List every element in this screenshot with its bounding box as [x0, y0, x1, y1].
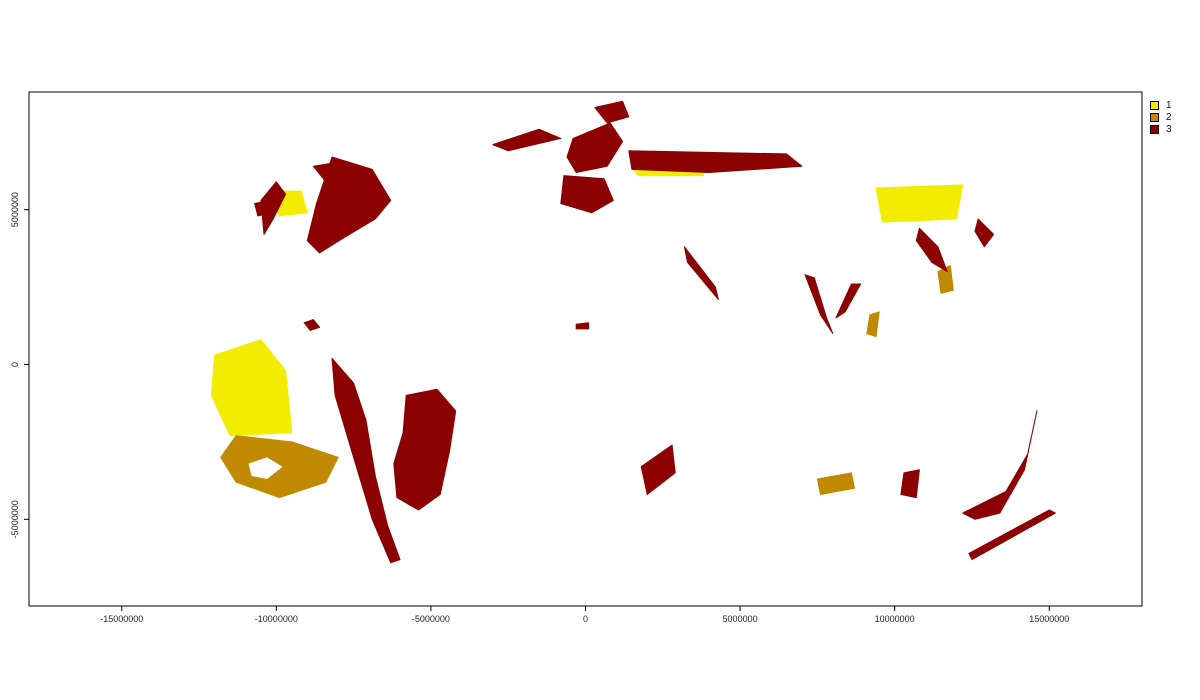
legend-item-2: 2: [1150, 111, 1172, 123]
region-europe-scandinavia: [566, 122, 624, 173]
region-east-china: [915, 227, 948, 273]
y-tick-label: -5000000: [10, 500, 20, 538]
x-tick-label: 5000000: [723, 614, 758, 624]
legend-swatch-3: [1150, 124, 1159, 134]
legend-swatch-2: [1150, 112, 1159, 122]
region-south-america-brazil: [393, 388, 457, 511]
legend-label-2: 2: [1166, 111, 1172, 123]
region-east-asia-class1: [875, 184, 964, 223]
region-pacific-scatter-class1: [210, 339, 293, 437]
region-arctic-coast: [492, 128, 562, 152]
region-north-america-west: [260, 181, 287, 235]
legend-item-1: 1: [1150, 99, 1172, 111]
x-tick-label: -10000000: [255, 614, 298, 624]
legend: 1 2 3: [1150, 99, 1172, 135]
y-tick-label: 5000000: [10, 192, 20, 227]
region-alaska: [254, 199, 274, 217]
region-west-africa-blob: [575, 322, 590, 330]
legend-label-1: 1: [1166, 99, 1172, 111]
map-regions: [210, 100, 1056, 564]
region-cuba-caribbean: [303, 319, 321, 331]
region-japan: [974, 218, 995, 248]
x-tick-label: 0: [583, 614, 588, 624]
region-australia-south-east: [962, 410, 1038, 520]
region-europe-north-arctic: [594, 100, 630, 124]
legend-swatch-1: [1150, 100, 1159, 110]
region-ring-center: [248, 457, 283, 479]
y-tick-label: 0: [10, 362, 20, 367]
region-south-america-andes: [331, 357, 401, 564]
y-axis: -5000000 0 5000000: [10, 192, 29, 538]
legend-item-3: 3: [1150, 123, 1172, 135]
region-india-class2: [866, 311, 880, 338]
region-africa-south: [640, 444, 676, 495]
x-tick-label: -15000000: [100, 614, 143, 624]
region-india-east-coast: [835, 283, 862, 319]
region-central-asia-ridge: [683, 246, 719, 300]
x-tick-label: -5000000: [412, 614, 450, 624]
x-tick-label: 10000000: [875, 614, 915, 624]
region-india-west-ghats: [804, 274, 834, 334]
region-siberia-band: [628, 150, 803, 173]
region-new-zealand: [968, 509, 1056, 561]
region-europe-central: [560, 175, 614, 214]
region-madagascar: [900, 469, 920, 499]
legend-label-3: 3: [1166, 123, 1172, 135]
x-tick-label: 15000000: [1029, 614, 1069, 624]
region-indian-ocean-class2: [816, 472, 855, 495]
region-north-america-canada-north: [312, 162, 345, 183]
x-axis: -15000000 -10000000 -5000000 0 5000000 100000…: [100, 606, 1069, 624]
